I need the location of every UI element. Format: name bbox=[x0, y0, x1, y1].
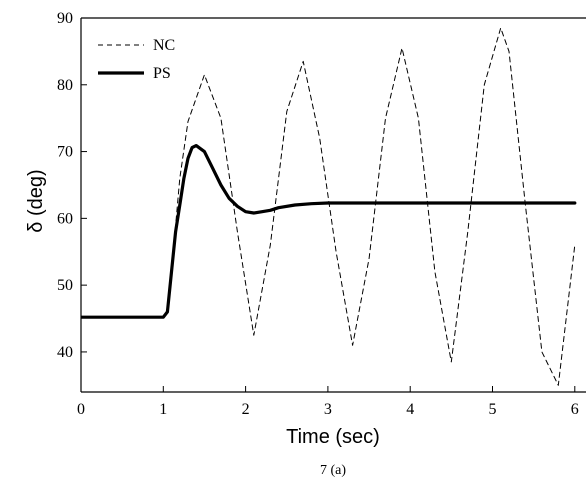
x-axis-title: Time (sec) bbox=[286, 426, 380, 448]
figure-caption: 7 (a) bbox=[320, 463, 346, 478]
x-tick-label: 4 bbox=[406, 401, 414, 418]
x-tick-label: 6 bbox=[571, 401, 579, 418]
x-tick-label: 5 bbox=[489, 401, 497, 418]
y-tick-label: 50 bbox=[57, 277, 73, 294]
legend-label-ps: PS bbox=[153, 65, 171, 82]
x-tick-label: 0 bbox=[77, 401, 85, 418]
y-axis-title: δ (deg) bbox=[25, 169, 47, 232]
legend-label-nc: NC bbox=[153, 37, 175, 54]
x-tick-label: 2 bbox=[242, 401, 250, 418]
series-line-ps bbox=[81, 144, 577, 319]
y-tick-label: 60 bbox=[57, 210, 73, 227]
series-line-nc bbox=[81, 27, 576, 386]
y-tick-label: 70 bbox=[57, 144, 73, 161]
y-tick-label: 80 bbox=[57, 77, 73, 94]
x-tick-label: 3 bbox=[324, 401, 332, 418]
y-tick-label: 90 bbox=[57, 10, 73, 27]
plot-area: 0 1 2 3 4 5 6 40 50 60 70 80 90 NC PS bbox=[57, 10, 586, 418]
x-tick-label: 1 bbox=[159, 401, 167, 418]
y-tick-label: 40 bbox=[57, 344, 73, 361]
